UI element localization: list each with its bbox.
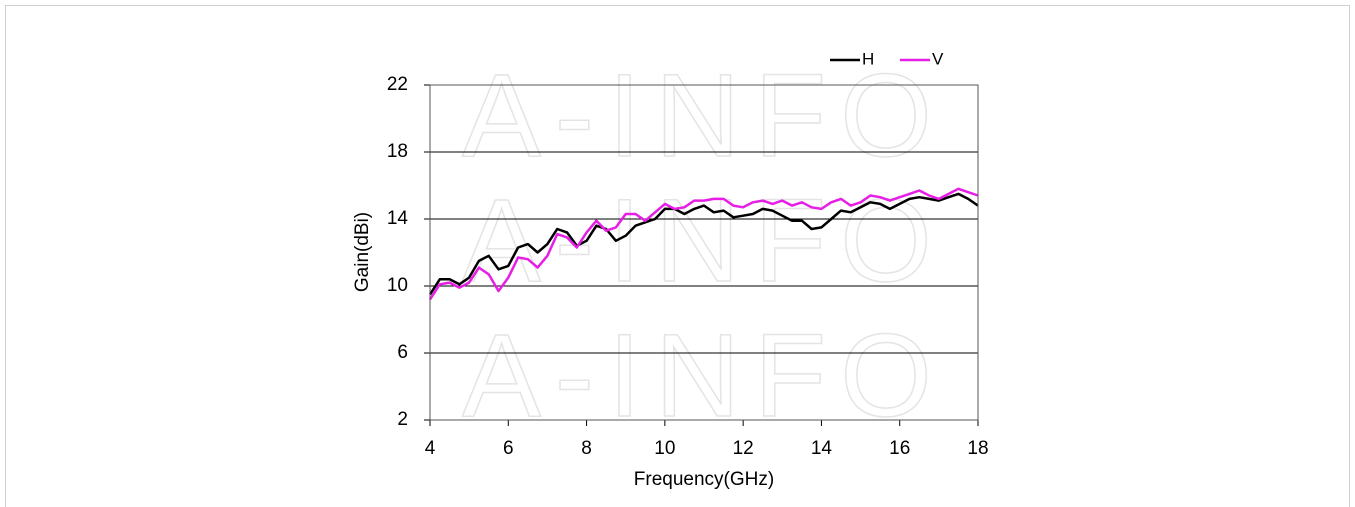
- x-tick-label: 10: [654, 438, 675, 459]
- legend-label: V: [932, 49, 944, 68]
- x-tick-label: 12: [733, 438, 754, 459]
- y-tick-label: 22: [387, 74, 408, 95]
- y-tick-label: 6: [397, 342, 408, 363]
- series-line: [428, 187, 979, 301]
- y-tick-label: 10: [387, 275, 408, 296]
- plot-frame: [429, 84, 979, 421]
- frame: [5, 5, 1350, 507]
- x-tick-label: 4: [425, 438, 436, 459]
- series-line: [428, 192, 979, 296]
- lines: [428, 187, 979, 301]
- x-tick-label: 6: [503, 438, 514, 459]
- y-tick-label: 18: [387, 141, 408, 162]
- x-tick-label: 14: [811, 438, 833, 459]
- x-tick-label: 16: [889, 438, 910, 459]
- y-tick-label: 14: [387, 208, 409, 229]
- y-axis-title: Gain(dBi): [352, 212, 373, 292]
- x-tick-label: 18: [967, 438, 988, 459]
- y-tick-label: 2: [397, 409, 408, 430]
- x-axis-title: Frequency(GHz): [634, 469, 774, 490]
- x-tick-label: 8: [581, 438, 592, 459]
- watermark: A-INFO: [462, 310, 946, 442]
- watermark: A-INFO: [462, 50, 946, 182]
- legend-label: H: [862, 49, 874, 68]
- axes: 2 6 10 14 18 22 4 6 8 10 12 14 16 18: [387, 74, 989, 459]
